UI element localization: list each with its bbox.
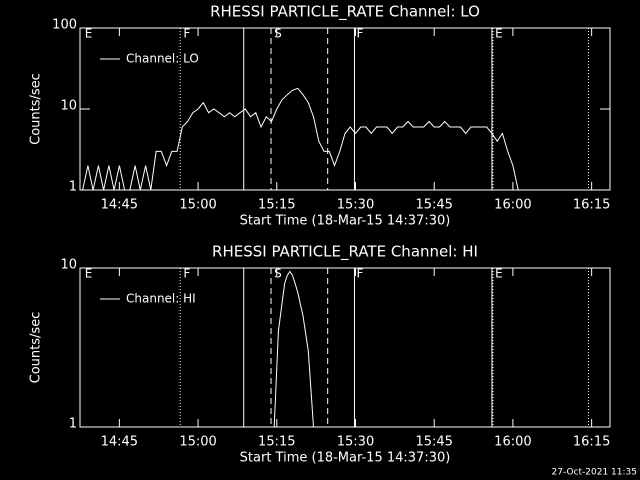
chart-title: RHESSI PARTICLE_RATE Channel: HI: [212, 243, 478, 262]
x-tick-label: 15:45: [415, 198, 452, 213]
x-tick-label: 16:15: [573, 198, 610, 213]
data-line: [273, 270, 314, 428]
x-tick-label: 15:15: [258, 198, 295, 213]
event-label: E: [495, 27, 503, 41]
y-axis-label: Counts/sec: [29, 312, 44, 384]
x-tick-label: 15:00: [179, 198, 216, 213]
event-label: E: [85, 267, 93, 281]
x-tick-label: 14:45: [101, 198, 138, 213]
x-tick-label: 15:30: [337, 435, 374, 450]
x-tick-label: 15:30: [337, 198, 374, 213]
x-axis-label: Start Time (18-Mar-15 14:37:30): [240, 214, 451, 229]
event-label: E: [495, 267, 503, 281]
event-label: F: [357, 27, 364, 41]
legend-label: Channel: HI: [126, 292, 196, 306]
x-tick-label: 14:45: [101, 435, 138, 450]
y-tick-label: 10: [60, 99, 77, 114]
x-tick-label: 15:00: [179, 435, 216, 450]
event-label: F: [183, 27, 190, 41]
footer-timestamp: 27-Oct-2021 11:35: [552, 468, 637, 478]
chart-title: RHESSI PARTICLE_RATE Channel: LO: [210, 3, 480, 22]
y-tick-label: 10: [60, 258, 77, 273]
x-tick-label: 16:00: [494, 198, 531, 213]
event-label: F: [183, 267, 190, 281]
event-label: S: [274, 267, 282, 281]
y-tick-label: 100: [52, 18, 77, 33]
y-tick-label: 1: [69, 180, 77, 195]
x-tick-label: 15:45: [415, 435, 452, 450]
legend-label: Channel: LO: [126, 52, 199, 66]
data-line: [82, 87, 519, 191]
x-tick-label: 16:15: [573, 435, 610, 450]
event-label: S: [274, 27, 282, 41]
plot-frame: [79, 267, 611, 428]
event-label: F: [357, 267, 364, 281]
y-axis-label: Counts/sec: [29, 73, 44, 145]
x-tick-label: 15:15: [258, 435, 295, 450]
x-axis-label: Start Time (18-Mar-15 14:37:30): [240, 451, 451, 466]
x-tick-label: 16:00: [494, 435, 531, 450]
y-tick-label: 1: [69, 417, 77, 432]
event-label: E: [85, 27, 93, 41]
